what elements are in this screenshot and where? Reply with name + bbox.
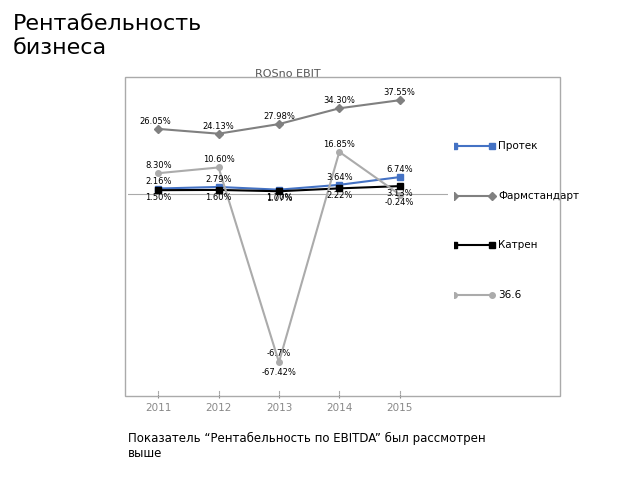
Text: 2.79%: 2.79% (205, 175, 232, 184)
Text: 8.30%: 8.30% (145, 161, 172, 170)
Text: 36.6: 36.6 (498, 290, 521, 300)
Text: 16.85%: 16.85% (323, 140, 355, 149)
Text: 1.70%: 1.70% (266, 192, 292, 202)
Text: Рентабельность
бизнеса: Рентабельность бизнеса (13, 14, 202, 58)
Text: Катрен: Катрен (498, 240, 538, 250)
Text: Показатель “Рентабельность по EBITDA” был рассмотрен
выше: Показатель “Рентабельность по EBITDA” бы… (128, 432, 486, 460)
Text: 37.55%: 37.55% (384, 88, 415, 97)
Text: -67.42%: -67.42% (262, 369, 296, 377)
Text: 10.60%: 10.60% (203, 156, 234, 165)
Text: 1.07%: 1.07% (266, 194, 292, 203)
Text: -6.7%: -6.7% (267, 349, 291, 359)
Text: 24.13%: 24.13% (203, 122, 234, 131)
Text: 1.60%: 1.60% (205, 193, 232, 202)
Text: 34.30%: 34.30% (323, 96, 355, 105)
Text: 26.05%: 26.05% (140, 117, 171, 126)
Text: Фармстандарт: Фармстандарт (498, 191, 579, 201)
Text: -0.24%: -0.24% (385, 197, 414, 206)
Text: 2.22%: 2.22% (326, 192, 353, 200)
Text: 6.74%: 6.74% (387, 165, 413, 174)
Text: 1.50%: 1.50% (145, 193, 172, 202)
Text: 3.13%: 3.13% (387, 189, 413, 198)
Title: ROSno EBIT: ROSno EBIT (255, 70, 321, 79)
Text: 27.98%: 27.98% (263, 112, 295, 121)
Text: Протек: Протек (498, 141, 538, 151)
Text: 3.64%: 3.64% (326, 173, 353, 182)
Text: 2.16%: 2.16% (145, 177, 172, 186)
